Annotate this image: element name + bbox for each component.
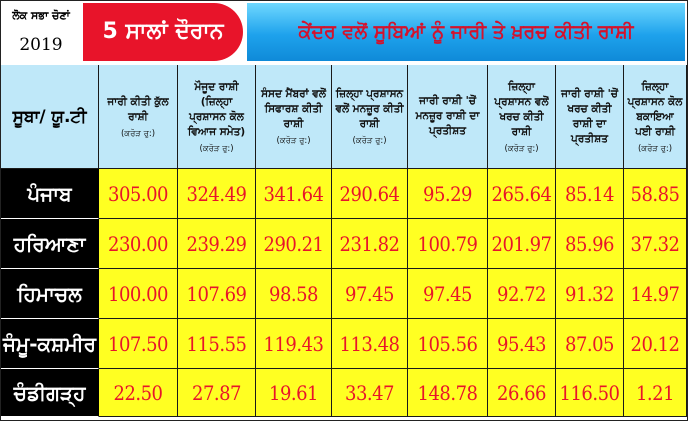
table-cell: 97.45 <box>408 269 488 319</box>
table-cell: 100.00 <box>99 269 178 319</box>
headline: ਕੇਂਦਰ ਵਲੋਂ ਸੂਬਿਆਂ ਨੂੰ ਜਾਰੀ ਤੇ ਖ਼ਰਚ ਕੀਤੀ … <box>247 3 685 61</box>
table-cell: 239.29 <box>178 219 256 269</box>
column-header-unit: (ਕਰੋੜ ਰੁ:) <box>276 136 311 146</box>
column-header-unit: (ਕਰੋੜ ਰੁ:) <box>504 143 539 154</box>
column-header: ਮੌਜੂਦ ਰਾਸ਼ੀ (ਜ਼ਿਲ੍ਹਾ ਪ੍ਰਸ਼ਾਸਨ ਕੋਲ ਵਿਆਜ ਸ… <box>178 65 256 169</box>
table-cell: 290.21 <box>256 219 332 269</box>
column-header-unit: (ਕਰੋੜ ਰੁ:) <box>352 136 387 146</box>
table-cell: 341.64 <box>256 169 332 219</box>
table-cell: 37.32 <box>624 219 687 269</box>
table-cell: 26.66 <box>488 369 556 417</box>
table-cell: 91.32 <box>556 269 624 319</box>
table-cell: 33.47 <box>332 369 408 417</box>
state-name: ਹਰਿਆਣਾ <box>1 219 99 269</box>
table-cell: 324.49 <box>178 169 256 219</box>
column-header: ਸੰਸਦ ਮੈਂਬਰਾਂ ਵਲੋਂ ਸਿਫਾਰਸ਼ ਕੀਤੀ ਰਾਸ਼ੀ (ਕਰੋ… <box>256 65 332 169</box>
column-header-title: ਜ਼ਿਲ੍ਹਾ ਪ੍ਰਸ਼ਾਸਨ ਵਲੋਂ ਮਨਜ਼ੂਰ ਕੀਤੀ ਰਾਸ਼ੀ <box>335 88 404 130</box>
table-cell: 201.97 <box>488 219 556 269</box>
table-cell: 97.45 <box>332 269 408 319</box>
table-cell: 148.78 <box>408 369 488 417</box>
table-cell: 113.48 <box>332 319 408 369</box>
table-cell: 116.50 <box>556 369 624 417</box>
column-header: ਜ਼ਿਲ੍ਹਾ ਪ੍ਰਸ਼ਾਸਨ ਵਲੋਂ ਮਨਜ਼ੂਰ ਕੀਤੀ ਰਾਸ਼ੀ (… <box>332 65 408 169</box>
column-header-title: ਮੌਜੂਦ ਰਾਸ਼ੀ (ਜ਼ਿਲ੍ਹਾ ਪ੍ਰਸ਼ਾਸਨ ਕੋਲ ਵਿਆਜ ਸ… <box>187 80 246 138</box>
table-cell: 19.61 <box>256 369 332 417</box>
table-cell: 85.96 <box>556 219 624 269</box>
table-cell: 231.82 <box>332 219 408 269</box>
column-header: ਜ਼ਿਲ੍ਹਾ ਪ੍ਰਸ਼ਾਸਨ ਕੋਲ ਬਕਾਇਆ ਪਈ ਰਾਸ਼ੀ (ਕਰੋੜ… <box>624 65 687 169</box>
table-cell: 1.21 <box>624 369 687 417</box>
table-cell: 107.50 <box>99 319 178 369</box>
corner-header: ਸੂਬਾ/ ਯੂ.ਟੀ <box>1 65 99 169</box>
state-name: ਹਿਮਾਚਲ <box>1 269 99 319</box>
table-cell: 20.12 <box>624 319 687 369</box>
table-cell: 87.05 <box>556 319 624 369</box>
state-name: ਜੰਮੂ-ਕਸ਼ਮੀਰ <box>1 319 99 369</box>
edition-year: 2019 <box>19 35 63 55</box>
table-cell: 98.58 <box>256 269 332 319</box>
column-header: ਜਾਰੀ ਕੀਤੀ ਕੁੱਲ ਰਾਸ਼ੀ (ਕਰੋੜ ਰੁ:) <box>99 65 178 169</box>
table-cell: 290.64 <box>332 169 408 219</box>
table-cell: 27.87 <box>178 369 256 417</box>
edition-title: ਲੋਕ ਸਭਾ ਚੋਣਾਂ <box>12 9 70 22</box>
state-name: ਪੰਜਾਬ <box>1 169 99 219</box>
column-header: ਜ਼ਿਲ੍ਹਾ ਪ੍ਰਸ਼ਾਸਨ ਵਲੋਂ ਖਰਚ ਕੀਤੀ ਰਾਸ਼ੀ (ਕਰੋ… <box>488 65 556 169</box>
edition-label: ਲੋਕ ਸਭਾ ਚੋਣਾਂ 2019 <box>1 1 81 65</box>
table-cell: 14.97 <box>624 269 687 319</box>
table-cell: 22.50 <box>99 369 178 417</box>
table-cell: 58.85 <box>624 169 687 219</box>
header: ਲੋਕ ਸਭਾ ਚੋਣਾਂ 2019 5 ਸਾਲਾਂ ਦੌਰਾਨ ਕੇਂਦਰ ਵ… <box>1 1 687 65</box>
column-header-title: ਜਾਰੀ ਕੀਤੀ ਕੁੱਲ ਰਾਸ਼ੀ <box>107 95 169 123</box>
table-cell: 265.64 <box>488 169 556 219</box>
table-cell: 85.14 <box>556 169 624 219</box>
table-cell: 92.72 <box>488 269 556 319</box>
column-header-title: ਜ਼ਿਲ੍ਹਾ ਪ੍ਰਸ਼ਾਸਨ ਕੋਲ ਬਕਾਇਆ ਪਈ ਰਾਸ਼ੀ <box>627 80 683 138</box>
data-table: ਸੂਬਾ/ ਯੂ.ਟੀ ਜਾਰੀ ਕੀਤੀ ਕੁੱਲ ਰਾਸ਼ੀ (ਕਰੋੜ ਰੁ… <box>1 65 687 420</box>
table-cell: 115.55 <box>178 319 256 369</box>
table-cell: 100.79 <box>408 219 488 269</box>
table-cell: 230.00 <box>99 219 178 269</box>
table-cell: 105.56 <box>408 319 488 369</box>
column-header-title: ਸੰਸਦ ਮੈਂਬਰਾਂ ਵਲੋਂ ਸਿਫਾਰਸ਼ ਕੀਤੀ ਰਾਸ਼ੀ <box>261 88 326 130</box>
table-cell: 305.00 <box>99 169 178 219</box>
column-header-unit: (ਕਰੋੜ ਰੁ:) <box>199 143 234 154</box>
column-header-unit: (ਕਰੋੜ ਰੁ:) <box>120 128 156 139</box>
state-name: ਚੰਡੀਗੜ੍ਹ <box>1 369 99 417</box>
table-cell: 107.69 <box>178 269 256 319</box>
table-cell: 95.43 <box>488 319 556 369</box>
table-cell: 95.29 <box>408 169 488 219</box>
column-header-title: ਜ਼ਿਲ੍ਹਾ ਪ੍ਰਸ਼ਾਸਨ ਵਲੋਂ ਖਰਚ ਕੀਤੀ ਰਾਸ਼ੀ <box>494 80 549 138</box>
column-header-title: ਜਾਰੀ ਰਾਸ਼ੀ 'ਚੋਂ ਮਨਜ਼ੂਰ ਰਾਸ਼ੀ ਦਾ ਪ੍ਰਤੀਸ਼ਤ <box>415 95 480 137</box>
column-header: ਜਾਰੀ ਰਾਸ਼ੀ 'ਚੋਂ ਖਰਚ ਕੀਤੀ ਰਾਸ਼ੀ ਦਾ ਪ੍ਰਤੀਸ… <box>556 65 624 169</box>
table-cell: 119.43 <box>256 319 332 369</box>
column-header-unit: (ਕਰੋੜ ਰੁ:) <box>637 143 673 154</box>
column-header-title: ਜਾਰੀ ਰਾਸ਼ੀ 'ਚੋਂ ਖਰਚ ਕੀਤੀ ਰਾਸ਼ੀ ਦਾ ਪ੍ਰਤੀਸ… <box>561 87 618 145</box>
period-badge: 5 ਸਾਲਾਂ ਦੌਰਾਨ <box>83 3 243 61</box>
column-header: ਜਾਰੀ ਰਾਸ਼ੀ 'ਚੋਂ ਮਨਜ਼ੂਰ ਰਾਸ਼ੀ ਦਾ ਪ੍ਰਤੀਸ਼ਤ <box>408 65 488 169</box>
